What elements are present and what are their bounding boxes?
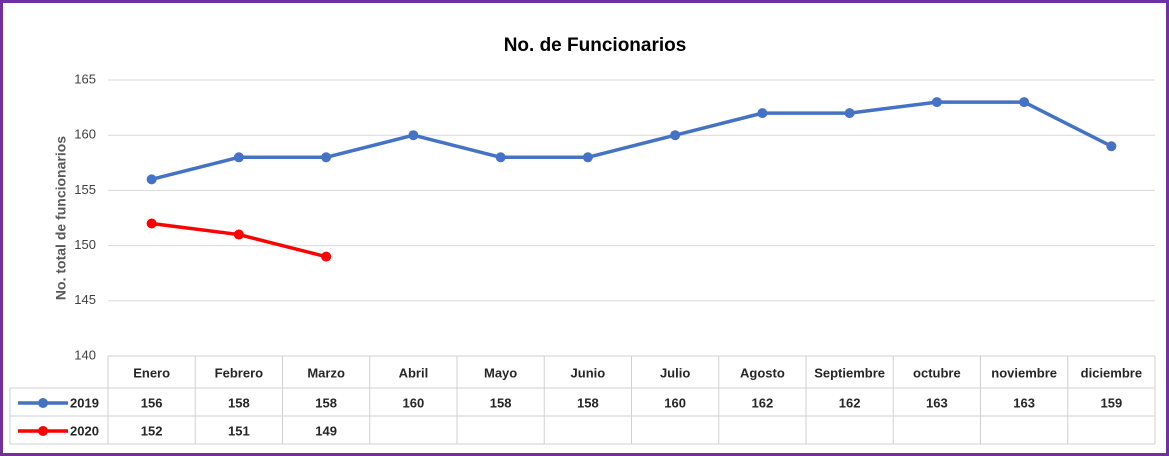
y-tick-label: 155 [74,182,96,197]
table-value: 159 [1101,395,1123,410]
category-label: Junio [571,365,606,380]
data-point [757,108,768,119]
table-value: 152 [141,423,163,438]
table-value: 163 [1013,395,1035,410]
data-point [146,218,157,229]
y-tick-label: 150 [74,237,96,252]
category-label: octubre [913,365,961,380]
table-value: 158 [315,395,337,410]
table-value: 162 [839,395,861,410]
legend-marker [38,398,48,408]
category-label: Agosto [740,365,785,380]
table-value: 162 [752,395,774,410]
table-value: 160 [403,395,425,410]
category-label: diciembre [1081,365,1142,380]
chart-title: No. de Funcionarios [504,35,687,56]
data-point [146,174,157,185]
legend-label: 2019 [70,395,99,410]
category-label: Febrero [215,365,263,380]
category-label: Abril [399,365,429,380]
table-value: 163 [926,395,948,410]
legend-label: 2020 [70,423,99,438]
category-label: Septiembre [814,365,885,380]
table-value: 151 [228,423,250,438]
y-axis-label: No. total de funcionarios [53,136,69,300]
data-point [233,152,244,163]
table-value: 158 [577,395,599,410]
table-value: 149 [315,423,337,438]
category-label: noviembre [991,365,1057,380]
category-label: Julio [660,365,690,380]
y-tick-label: 160 [74,127,96,142]
y-tick-label: 165 [74,71,96,86]
category-label: Enero [133,365,170,380]
table-value: 160 [664,395,686,410]
category-label: Marzo [307,365,345,380]
data-point [495,152,506,163]
table-value: 158 [228,395,250,410]
legend-marker [38,426,48,436]
data-point [670,130,681,141]
category-label: Mayo [484,365,517,380]
data-point [582,152,593,163]
series-line [151,100,1113,182]
data-point [321,251,332,262]
data-point [1106,141,1117,152]
data-point [408,130,419,141]
table-value: 158 [490,395,512,410]
data-point [1019,97,1030,108]
data-point [233,229,244,240]
data-point [931,97,942,108]
y-tick-label: 145 [74,292,96,307]
y-tick-label: 140 [74,347,96,362]
table-value: 156 [141,395,163,410]
data-point [321,152,332,163]
data-point [844,108,855,119]
